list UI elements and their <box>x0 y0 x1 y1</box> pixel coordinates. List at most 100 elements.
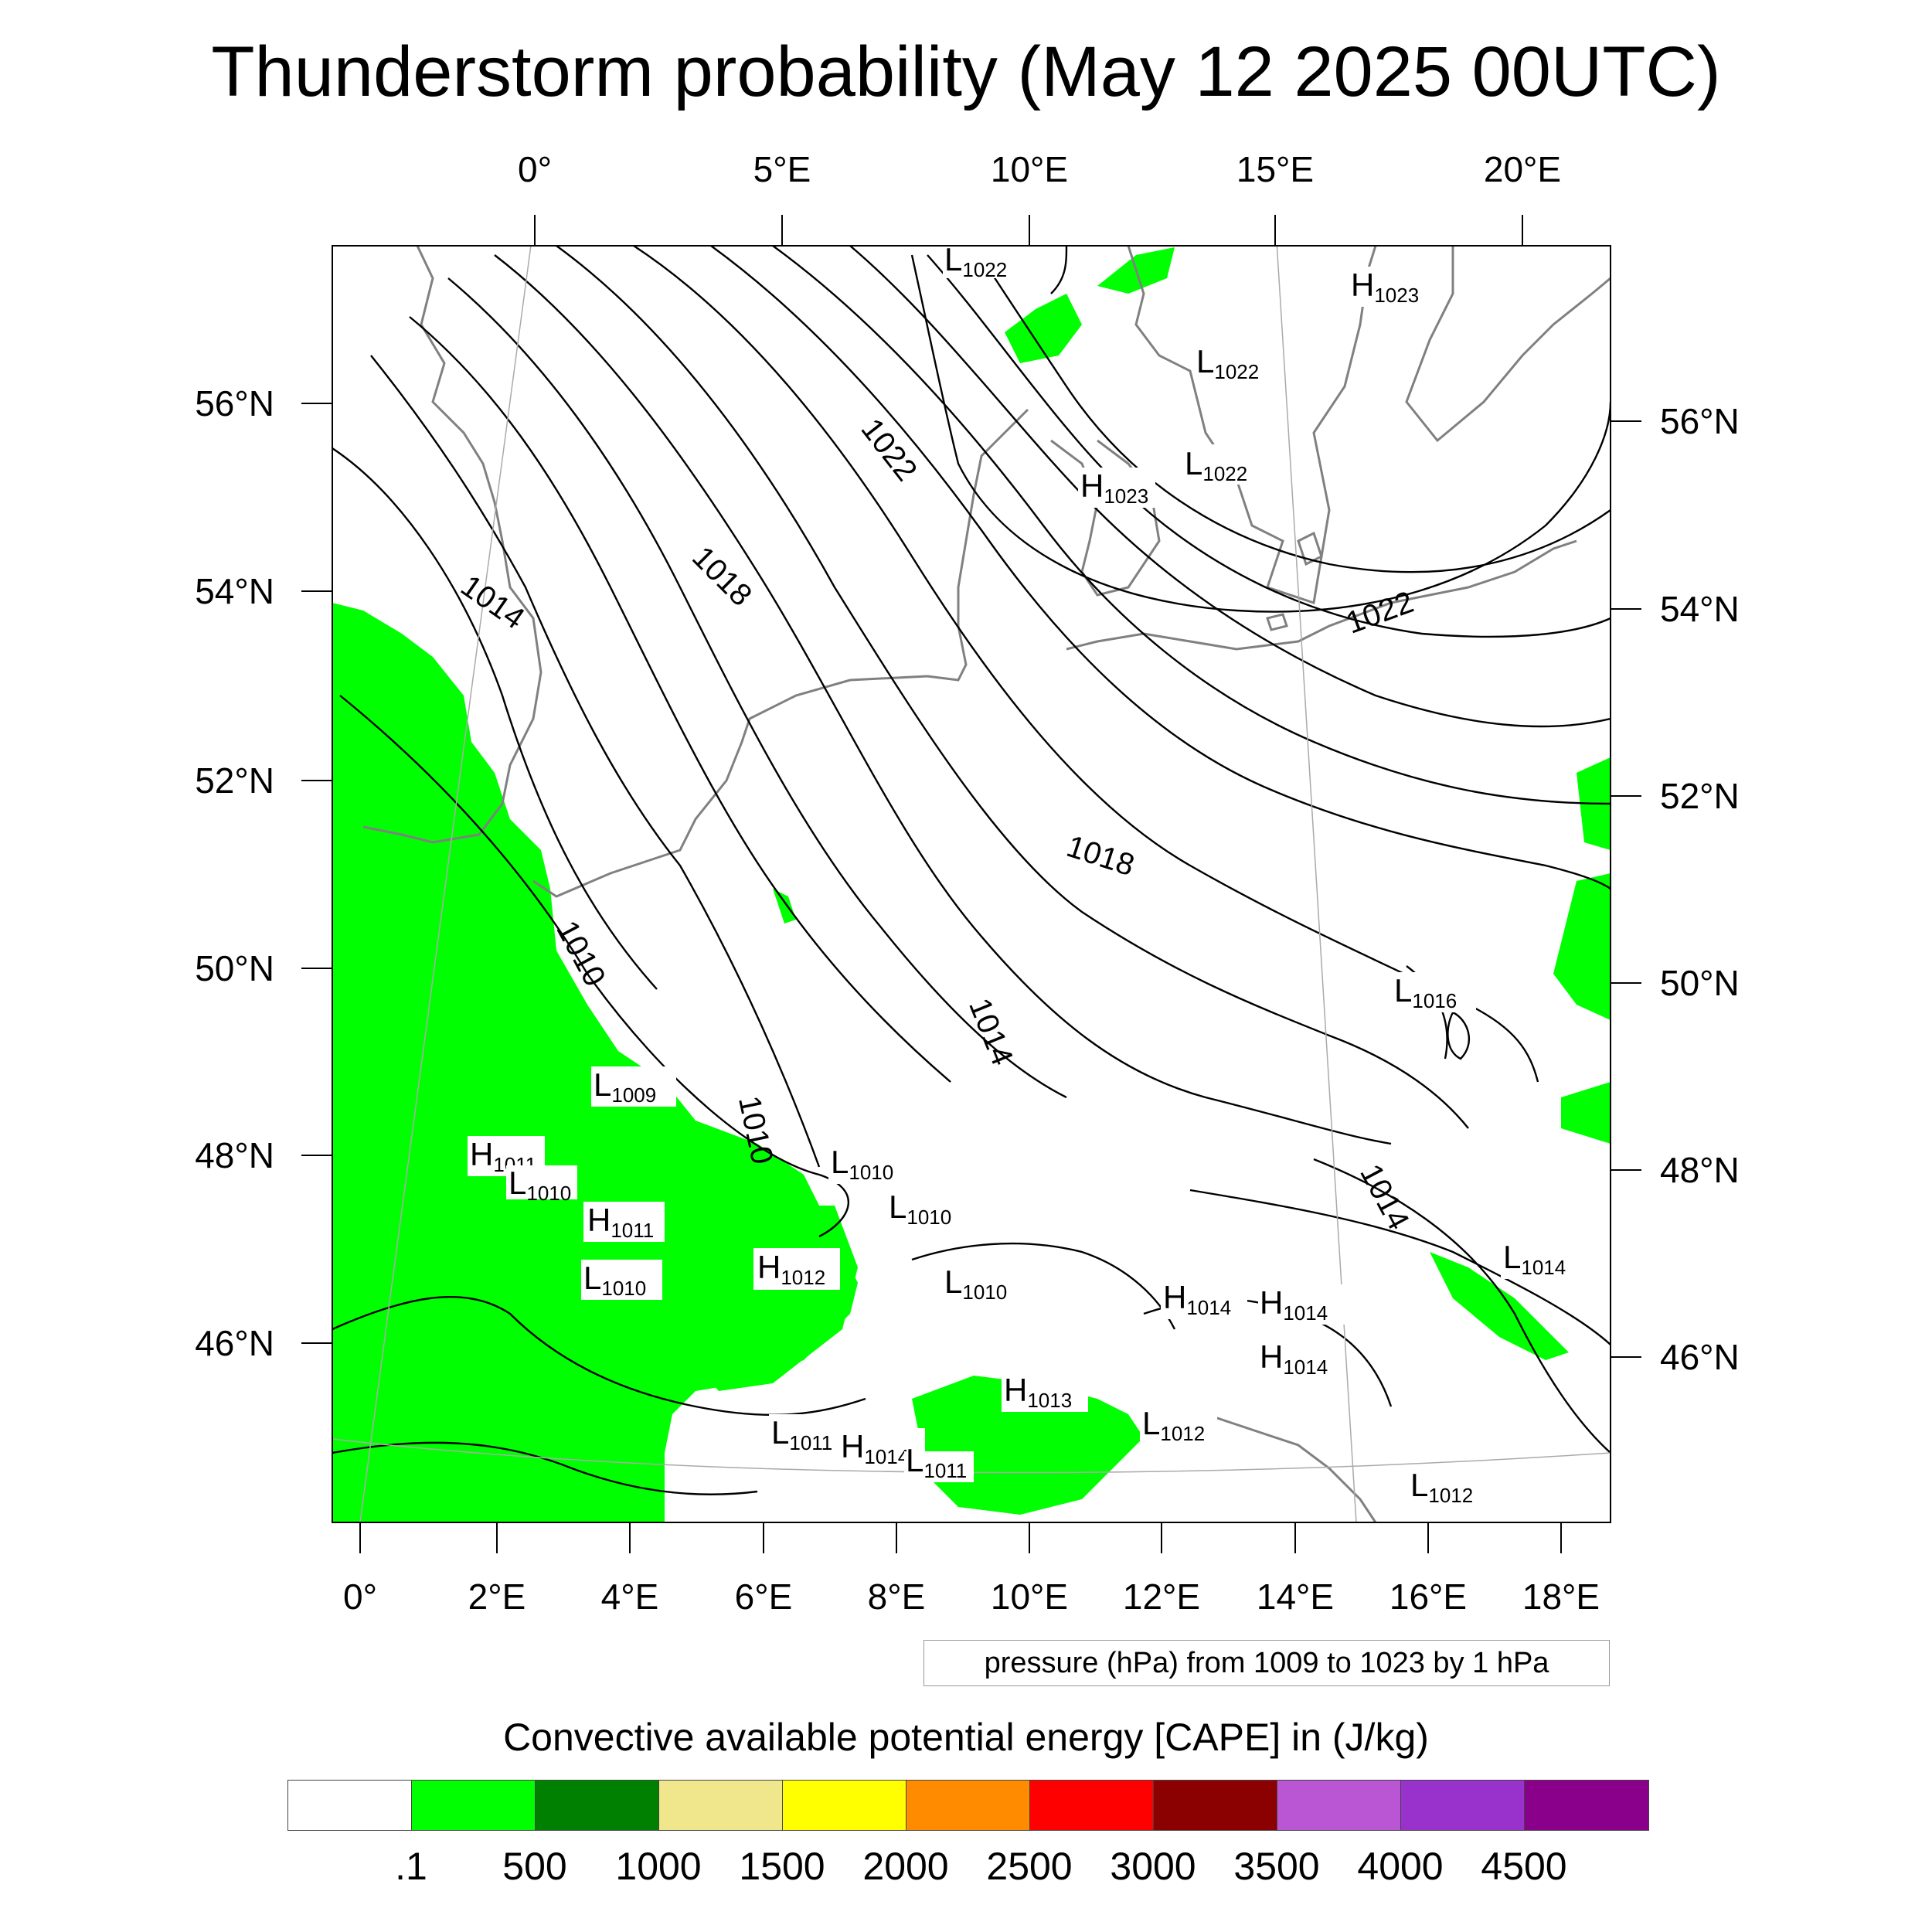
lat-label: 50°N <box>195 948 274 988</box>
lat-label: 54°N <box>1660 589 1740 629</box>
lat-label: 48°N <box>195 1135 274 1175</box>
colorbar-box <box>1154 1781 1277 1830</box>
pressure-center: H1014 <box>1258 1338 1345 1379</box>
lon-label: 18°E <box>1522 1577 1600 1617</box>
isobar-1010 <box>339 695 850 1238</box>
colorbar-box <box>783 1781 906 1830</box>
isobar-1014a <box>494 254 1392 1145</box>
isobars <box>332 246 1611 1495</box>
colorbar-box <box>1277 1781 1401 1830</box>
pressure-center: H1014 <box>838 1428 925 1468</box>
svg-text:L1009: L1009 <box>594 1066 656 1107</box>
pressure-center: L1014 <box>1501 1239 1587 1279</box>
pressure-center: L1010 <box>506 1165 577 1205</box>
coastline-baltic <box>1066 539 1577 651</box>
map-title: Thunderstorm probability (May 12 2025 00… <box>211 32 1721 111</box>
isobar-1022b <box>1050 246 1068 294</box>
isobar-1009 <box>332 447 658 990</box>
svg-text:L1022: L1022 <box>1196 343 1259 383</box>
lon-label: 0° <box>343 1577 377 1617</box>
pressure-center: H1014 <box>1258 1284 1345 1325</box>
svg-text:H1023: H1023 <box>1351 267 1419 307</box>
contour-label: 1014 <box>454 569 530 636</box>
coastline-uk <box>362 246 543 844</box>
lat-label: 56°N <box>1660 401 1740 441</box>
lat-label: 52°N <box>1660 776 1740 816</box>
pressure-center: L1010 <box>828 1144 906 1184</box>
cape-area-hungary <box>1430 1252 1569 1360</box>
isobar-1020 <box>927 254 1611 638</box>
pressure-center: L1010 <box>943 1264 1024 1304</box>
lat-label: 56°N <box>195 383 274 423</box>
svg-text:H1012: H1012 <box>757 1249 825 1289</box>
svg-text:L1022: L1022 <box>944 241 1007 281</box>
lat-label: 48°N <box>1660 1150 1740 1190</box>
isobar-1016 <box>633 246 1539 1083</box>
bottom-lon-labels: 0° 2°E 4°E 6°E 8°E 10°E 12°E 14°E 16°E 1… <box>343 1577 1600 1617</box>
lon-label: 15°E <box>1236 149 1314 189</box>
svg-text:H1023: H1023 <box>1080 468 1148 508</box>
pressure-center: L1011 <box>904 1442 974 1482</box>
contour-label: 1014 <box>962 994 1019 1070</box>
pressure-center: L1009 <box>591 1066 676 1107</box>
colorbar-tick: .1 <box>395 1845 427 1888</box>
svg-text:H1011: H1011 <box>587 1202 654 1242</box>
lon-label: 14°E <box>1257 1577 1334 1617</box>
pressure-centers: L1022 H1023 L1022 L1022 H1023 L1016 L100… <box>468 241 1587 1507</box>
coastline-continent <box>532 408 1029 898</box>
lon-label: 16°E <box>1389 1577 1467 1617</box>
svg-text:H1014: H1014 <box>1163 1279 1231 1319</box>
isobar-south2 <box>332 1441 758 1495</box>
cape-area <box>332 247 1611 1522</box>
lon-label: 12°E <box>1123 1577 1200 1617</box>
pressure-center: H1012 <box>753 1248 840 1290</box>
contour-info-box: pressure (hPa) from 1009 to 1023 by 1 hP… <box>923 1640 1610 1686</box>
colorbar-box <box>906 1781 1030 1830</box>
pressure-center: H1023 <box>1349 267 1435 307</box>
isobar-1016-closed <box>1447 1011 1471 1060</box>
isobar-1017 <box>710 246 1611 889</box>
pressure-center: L1016 <box>1391 972 1476 1012</box>
cape-area-denmark <box>1005 294 1082 363</box>
lat-label: 54°N <box>195 571 274 611</box>
colorbar-box <box>1401 1781 1525 1830</box>
pressure-center: H1014 <box>1161 1279 1247 1319</box>
right-lat-labels: 56°N 54°N 52°N 50°N 48°N 46°N <box>1660 401 1740 1377</box>
pressure-center: L1012 <box>1408 1467 1489 1507</box>
colorbar-tick: 2500 <box>986 1845 1073 1888</box>
contour-label: 1018 <box>1063 829 1138 883</box>
svg-text:H1014: H1014 <box>841 1428 909 1468</box>
isobar-south6 <box>911 1242 1176 1330</box>
lon-label: 0° <box>518 149 552 189</box>
lon-label: 2°E <box>468 1577 526 1617</box>
isobar-1022 <box>910 254 1611 613</box>
svg-text:L1016: L1016 <box>1394 972 1457 1012</box>
svg-text:L1012: L1012 <box>1142 1405 1205 1445</box>
pressure-center: H1011 <box>583 1202 665 1242</box>
cape-area-east3 <box>1561 1082 1611 1144</box>
isobar-1013 <box>447 277 1067 1099</box>
top-lon-labels: 0° 5°E 10°E 15°E 20°E <box>518 149 1561 189</box>
colorbar-box <box>659 1781 783 1830</box>
pressure-center: L1010 <box>887 1189 964 1229</box>
contour-label: 1022 <box>855 412 923 487</box>
svg-text:L1011: L1011 <box>906 1442 967 1482</box>
isobar-south4 <box>1313 1158 1611 1454</box>
svg-text:L1022: L1022 <box>1185 445 1247 485</box>
pressure-center: L1011 <box>769 1414 846 1454</box>
svg-text:L1010: L1010 <box>831 1144 893 1184</box>
lat-label: 52°N <box>195 760 274 801</box>
pressure-center: H1013 <box>1002 1372 1088 1412</box>
coastline-gotland <box>1297 531 1323 566</box>
lat-label: 46°N <box>1660 1337 1740 1377</box>
isobar-1015 <box>556 246 1469 1129</box>
colorbar-box <box>1030 1781 1154 1830</box>
lon-label: 10°E <box>991 1577 1068 1617</box>
coastline-baltic-east <box>1405 246 1611 443</box>
tick-marks <box>301 215 1641 1553</box>
colorbar-tick: 1000 <box>615 1845 702 1888</box>
pressure-center: L1012 <box>1140 1405 1217 1445</box>
isobar-1012 <box>409 316 951 1083</box>
pressure-center: L1010 <box>581 1260 662 1300</box>
isobar-south3 <box>1189 1189 1611 1345</box>
